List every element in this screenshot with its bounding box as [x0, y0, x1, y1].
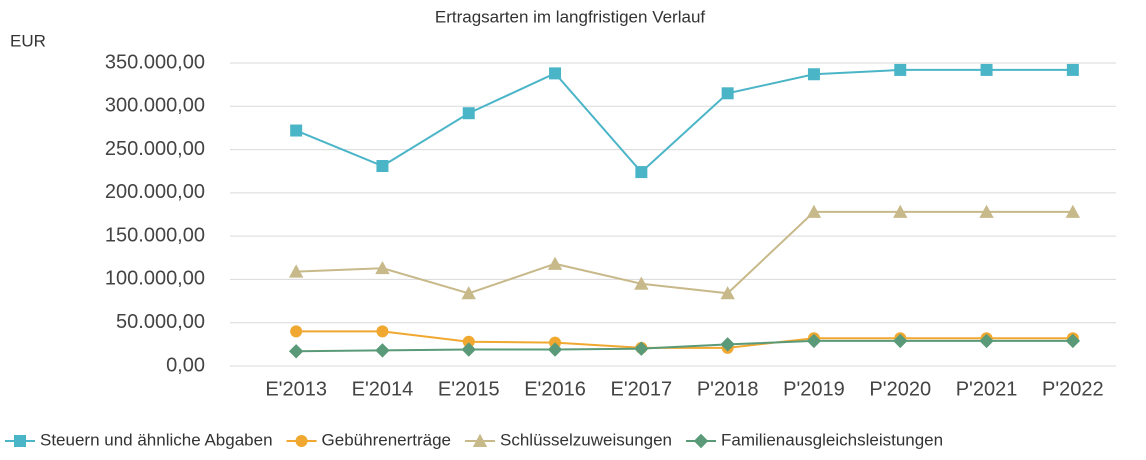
marker [635, 166, 648, 179]
x-tick-label: E'2013 [265, 378, 327, 400]
marker [549, 67, 562, 80]
marker [472, 433, 488, 447]
marker [288, 344, 304, 359]
marker [14, 435, 26, 447]
marker [375, 260, 390, 275]
x-tick-label: P'2018 [697, 378, 759, 400]
marker [634, 341, 649, 356]
marker [295, 435, 308, 447]
series-line [296, 210, 1073, 295]
marker [1065, 204, 1081, 218]
marker [894, 63, 907, 76]
marker [288, 264, 304, 278]
y-tick-label: 100.000,00 [105, 268, 205, 290]
marker [634, 276, 649, 290]
series-line [296, 330, 1073, 349]
x-tick-label: E'2015 [438, 378, 500, 400]
marker [1065, 333, 1081, 349]
marker [547, 342, 563, 357]
marker [720, 337, 735, 352]
y-tick-label: 50.000,00 [116, 311, 205, 333]
marker [980, 63, 993, 76]
y-axis-label: EUR [10, 31, 46, 50]
legend-label: Familienausgleichsleistungen [721, 430, 943, 449]
marker [375, 343, 390, 358]
marker [720, 286, 735, 300]
marker [290, 124, 303, 137]
marker [979, 333, 994, 349]
marker [893, 204, 908, 218]
legend-label: Schlüsselzuweisungen [500, 430, 672, 449]
marker [290, 325, 303, 338]
marker [376, 325, 389, 338]
marker [462, 335, 475, 348]
x-tick-label: P'2020 [869, 378, 931, 400]
marker [547, 256, 563, 270]
y-tick-label: 350.000,00 [105, 51, 205, 73]
x-tick-label: E'2017 [611, 378, 673, 400]
chart-title: Ertragsarten im langfristigen Verlauf [435, 7, 706, 26]
marker [693, 433, 709, 449]
marker [462, 107, 475, 120]
x-tick-label: P'2022 [1042, 378, 1104, 400]
marker [1066, 63, 1079, 76]
marker [893, 333, 908, 349]
marker [376, 160, 389, 173]
marker [461, 286, 476, 300]
marker [721, 87, 734, 100]
x-tick-label: P'2021 [956, 378, 1018, 400]
x-tick-label: E'2014 [352, 378, 414, 400]
y-tick-label: 150.000,00 [105, 224, 205, 246]
marker [461, 342, 476, 357]
series-line [295, 68, 1073, 174]
series-line [296, 339, 1073, 353]
marker [806, 333, 822, 349]
marker [806, 204, 822, 218]
y-tick-label: 250.000,00 [105, 138, 205, 160]
x-tick-label: E'2016 [524, 378, 586, 400]
y-tick-label: 200.000,00 [105, 181, 205, 203]
marker [807, 68, 820, 81]
legend-label: Steuern und ähnliche Abgaben [40, 430, 273, 449]
marker [979, 204, 994, 218]
y-tick-label: 300.000,00 [105, 95, 205, 117]
x-tick-label: P'2019 [783, 378, 845, 400]
legend-label: Gebührenerträge [322, 430, 451, 449]
y-tick-label: 0,00 [166, 354, 205, 376]
